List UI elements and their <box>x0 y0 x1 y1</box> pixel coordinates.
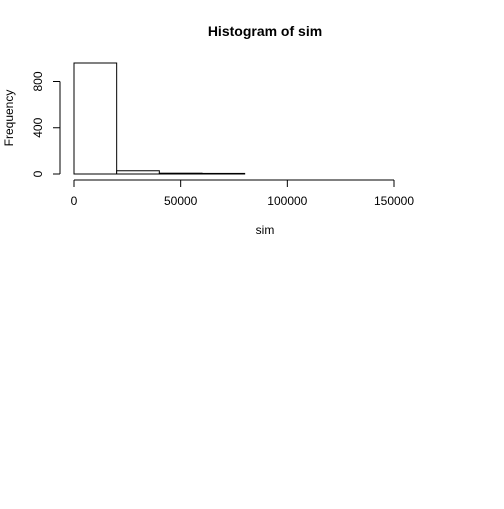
x-axis: 0 50000 100000 150000 <box>71 179 414 208</box>
chart-title: Histogram of sim <box>208 23 322 39</box>
histogram-bar-0 <box>73 62 118 175</box>
bars-group <box>73 62 246 175</box>
histogram-bar-2 <box>158 172 203 175</box>
y-tick-label: 800 <box>31 71 45 91</box>
y-tick-label: 400 <box>31 117 45 137</box>
y-axis: 0 400 800 <box>31 71 61 177</box>
x-tick-label: 0 <box>71 194 78 208</box>
histogram-bar-3 <box>201 172 246 175</box>
x-tick-label: 150000 <box>374 194 414 208</box>
x-axis-label: sim <box>256 223 275 237</box>
y-axis-label: Frequency <box>2 90 16 147</box>
y-tick-label: 0 <box>31 170 45 177</box>
histogram-bar-1 <box>116 170 160 175</box>
x-tick-label: 100000 <box>267 194 307 208</box>
x-tick-label: 50000 <box>164 194 198 208</box>
